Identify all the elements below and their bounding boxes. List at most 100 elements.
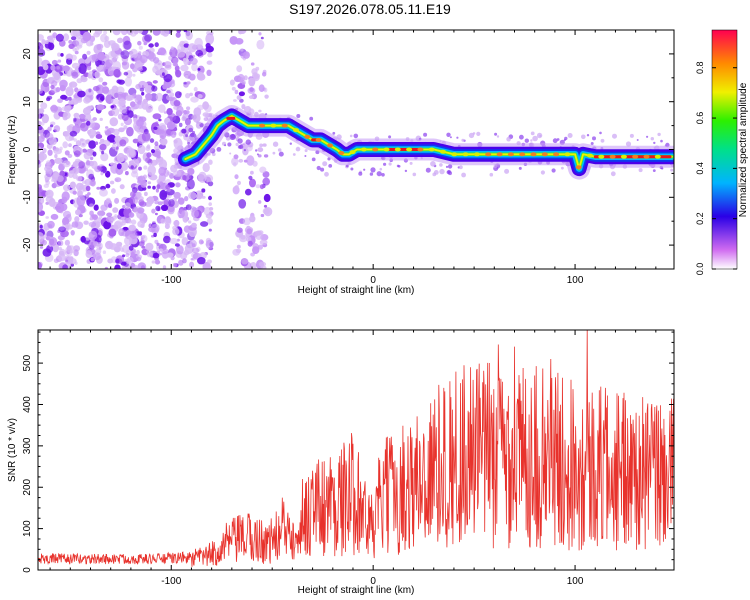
spectrogram-marks [38, 30, 674, 269]
noise-blob [246, 228, 253, 235]
halo-dot [322, 161, 328, 167]
noise-blob [188, 220, 192, 224]
noise-blob [235, 248, 242, 254]
noise-blob [156, 184, 161, 190]
noise-blob [103, 61, 111, 70]
ridge-knot [598, 154, 605, 159]
noise-blob [147, 165, 156, 176]
noise-blob [75, 209, 81, 216]
halo-dot [504, 168, 510, 174]
noise-blob [88, 240, 97, 249]
noise-blob [130, 101, 136, 108]
noise-blob [79, 113, 86, 119]
halo-dot [256, 153, 259, 156]
noise-blob [103, 30, 108, 35]
noise-blob [60, 53, 64, 57]
noise-blob [162, 265, 167, 269]
halo-dot [581, 134, 586, 140]
noise-blob [160, 218, 166, 224]
noise-blob [38, 146, 42, 152]
halo-dot [320, 167, 325, 172]
noise-blob [44, 165, 52, 172]
noise-blob [238, 91, 245, 97]
noise-blob [82, 210, 86, 213]
ridge-knot [259, 123, 266, 128]
noise-blob [145, 93, 153, 101]
noise-blob [161, 72, 165, 76]
noise-blob [120, 261, 127, 266]
noise-blob [63, 184, 71, 192]
noise-blob [107, 258, 114, 264]
noise-blob [206, 69, 212, 77]
halo-dot [590, 142, 594, 145]
noise-blob [173, 191, 181, 199]
halo-dot [289, 142, 292, 145]
halo-dot [489, 172, 494, 177]
noise-blob [55, 87, 61, 93]
noise-blob [146, 196, 155, 205]
noise-blob [202, 101, 210, 110]
noise-blob [193, 86, 198, 92]
noise-blob [172, 225, 178, 231]
halo-dot [625, 141, 632, 147]
noise-blob [121, 113, 129, 121]
halo-dot [309, 116, 314, 121]
noise-blob [231, 157, 239, 166]
noise-blob [97, 210, 106, 217]
noise-blob [181, 237, 189, 246]
noise-blob [260, 265, 267, 269]
halo-dot [412, 172, 417, 177]
noise-blob [83, 97, 91, 104]
ridge-knot [632, 154, 639, 159]
noise-blob [259, 166, 267, 174]
noise-blob [156, 179, 161, 184]
noise-blob [154, 42, 159, 48]
noise-blob [258, 32, 262, 36]
noise-blob [54, 154, 58, 159]
noise-blob [176, 105, 184, 116]
noise-blob [126, 147, 136, 158]
noise-blob [136, 128, 144, 135]
noise-blob [39, 224, 43, 229]
noise-blob [116, 163, 122, 170]
halo-dot [652, 169, 656, 173]
halo-dot [551, 168, 556, 173]
noise-blob [176, 51, 186, 58]
noise-blob [170, 130, 177, 138]
halo-dot [530, 139, 533, 142]
noise-blob [100, 96, 105, 101]
noise-blob [127, 94, 135, 101]
noise-blob [105, 170, 111, 178]
noise-blob [190, 258, 194, 261]
halo-dot [404, 169, 408, 173]
noise-blob [250, 62, 255, 66]
noise-blob [40, 133, 46, 140]
noise-blob [154, 212, 158, 216]
noise-blob [197, 94, 203, 99]
noise-blob [136, 191, 142, 198]
halo-dot [432, 172, 437, 177]
noise-blob [152, 113, 162, 120]
noise-blob [53, 258, 59, 264]
noise-blob [151, 208, 156, 214]
noise-blob [197, 104, 204, 111]
noise-blob [74, 216, 80, 223]
halo-dot [237, 138, 243, 144]
noise-blob [186, 178, 195, 190]
noise-blob [107, 134, 116, 143]
noise-blob [166, 252, 174, 258]
noise-blob [122, 219, 126, 223]
ridge-knot [530, 152, 537, 157]
noise-blob [157, 62, 161, 66]
noise-blob [139, 54, 148, 64]
noise-blob [68, 43, 75, 49]
halo-dot [599, 131, 602, 135]
noise-blob [85, 88, 94, 98]
noise-blob [160, 204, 169, 211]
noise-blob [198, 171, 207, 183]
noise-blob [191, 209, 200, 218]
ridge-knot [519, 152, 526, 157]
noise-blob [58, 247, 63, 251]
noise-blob [73, 117, 77, 122]
noise-blob [99, 60, 106, 66]
